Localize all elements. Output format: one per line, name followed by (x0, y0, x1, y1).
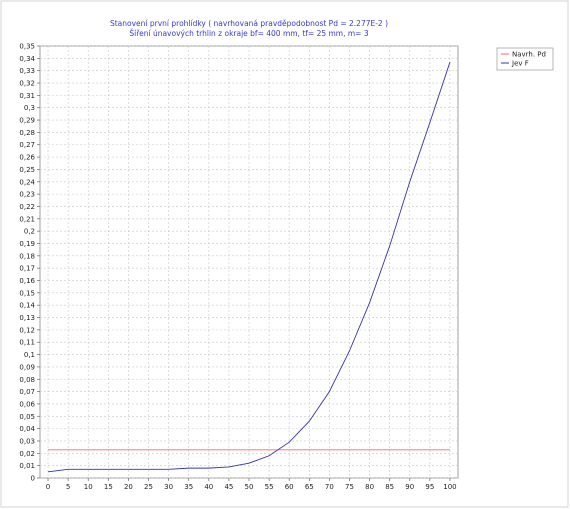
y-tick-label: 0,34 (19, 55, 35, 63)
chart-subtitle: Šíření únavových trhlin z okraje bf= 400… (129, 29, 369, 38)
x-tick-label: 45 (224, 483, 233, 491)
y-tick-label: 0,12 (19, 326, 35, 334)
y-tick-label: 0,19 (19, 240, 35, 248)
x-tick-label: 60 (285, 483, 294, 491)
y-tick-label: 0,09 (19, 363, 35, 371)
y-tick-label: 0,17 (19, 265, 35, 273)
legend-label-0: Navrh. Pd (512, 51, 546, 59)
x-tick-label: 15 (104, 483, 113, 491)
chart-title: Stanovení první prohlídky ( navrhovaná p… (110, 19, 388, 28)
y-tick-label: 0,29 (19, 117, 35, 125)
axes: 0 5 10 15 20 25 30 35 40 45 50 55 60 65 70 75 80 85 90 95 10… (19, 43, 456, 492)
y-tick-label: 0,13 (19, 314, 35, 322)
series-line-1 (47, 61, 451, 473)
y-tick-label: 0,15 (19, 289, 35, 297)
y-tick-label: 0,23 (19, 191, 35, 199)
y-tick-label: 0,04 (19, 425, 35, 433)
y-tick-label: 0,33 (19, 67, 35, 75)
y-tick-label: 0,07 (19, 388, 35, 396)
x-tick-label: 30 (164, 483, 173, 491)
y-tick-label: 0,3 (24, 104, 35, 112)
x-tick-label: 80 (365, 483, 374, 491)
y-tick-label: 0,06 (19, 400, 35, 408)
y-tick-label: 0,2 (24, 228, 35, 236)
y-tick-label: 0,24 (19, 178, 35, 186)
y-tick-label: 0,28 (19, 129, 35, 137)
legend-box (496, 47, 554, 71)
y-tick-label: 0,22 (19, 203, 35, 211)
x-tick-label: 20 (124, 483, 133, 491)
y-tick-label: 0,27 (19, 141, 35, 149)
x-tick-label: 0 (46, 483, 50, 491)
x-tick-label: 5 (66, 483, 70, 491)
y-tick-label: 0,14 (19, 302, 35, 310)
legend-label-1: Jev F (511, 60, 529, 68)
y-tick-label: 0,18 (19, 252, 35, 260)
x-tick-label: 90 (405, 483, 414, 491)
x-tick-label: 70 (325, 483, 334, 491)
y-tick-label: 0,01 (19, 462, 35, 470)
x-tick-label: 75 (345, 483, 354, 491)
y-tick-label: 0,03 (19, 437, 35, 445)
x-tick-label: 10 (84, 483, 93, 491)
grid (40, 45, 458, 479)
y-tick-label: 0,11 (19, 339, 35, 347)
x-tick-label: 85 (385, 483, 394, 491)
x-tick-label: 95 (425, 483, 434, 491)
y-tick-label: 0,26 (19, 154, 35, 162)
y-tick-label: 0,31 (19, 92, 35, 100)
x-tick-label: 25 (144, 483, 153, 491)
y-tick-label: 0 (31, 475, 35, 483)
y-tick-label: 0,1 (24, 351, 35, 359)
y-tick-label: 0,32 (19, 80, 35, 88)
y-tick-label: 0,08 (19, 376, 35, 384)
x-tick-label: 35 (184, 483, 193, 491)
y-tick-label: 0,05 (19, 413, 35, 421)
y-tick-label: 0,35 (19, 43, 35, 51)
y-tick-label: 0,25 (19, 166, 35, 174)
y-tick-label: 0,02 (19, 450, 35, 458)
x-tick-label: 55 (265, 483, 274, 491)
x-tick-label: 40 (204, 483, 213, 491)
y-tick-label: 0,16 (19, 277, 35, 285)
x-tick-label: 100 (443, 483, 456, 491)
series-group (47, 61, 451, 473)
x-tick-label: 65 (305, 483, 314, 491)
x-tick-label: 50 (245, 483, 254, 491)
y-tick-label: 0,21 (19, 215, 35, 223)
